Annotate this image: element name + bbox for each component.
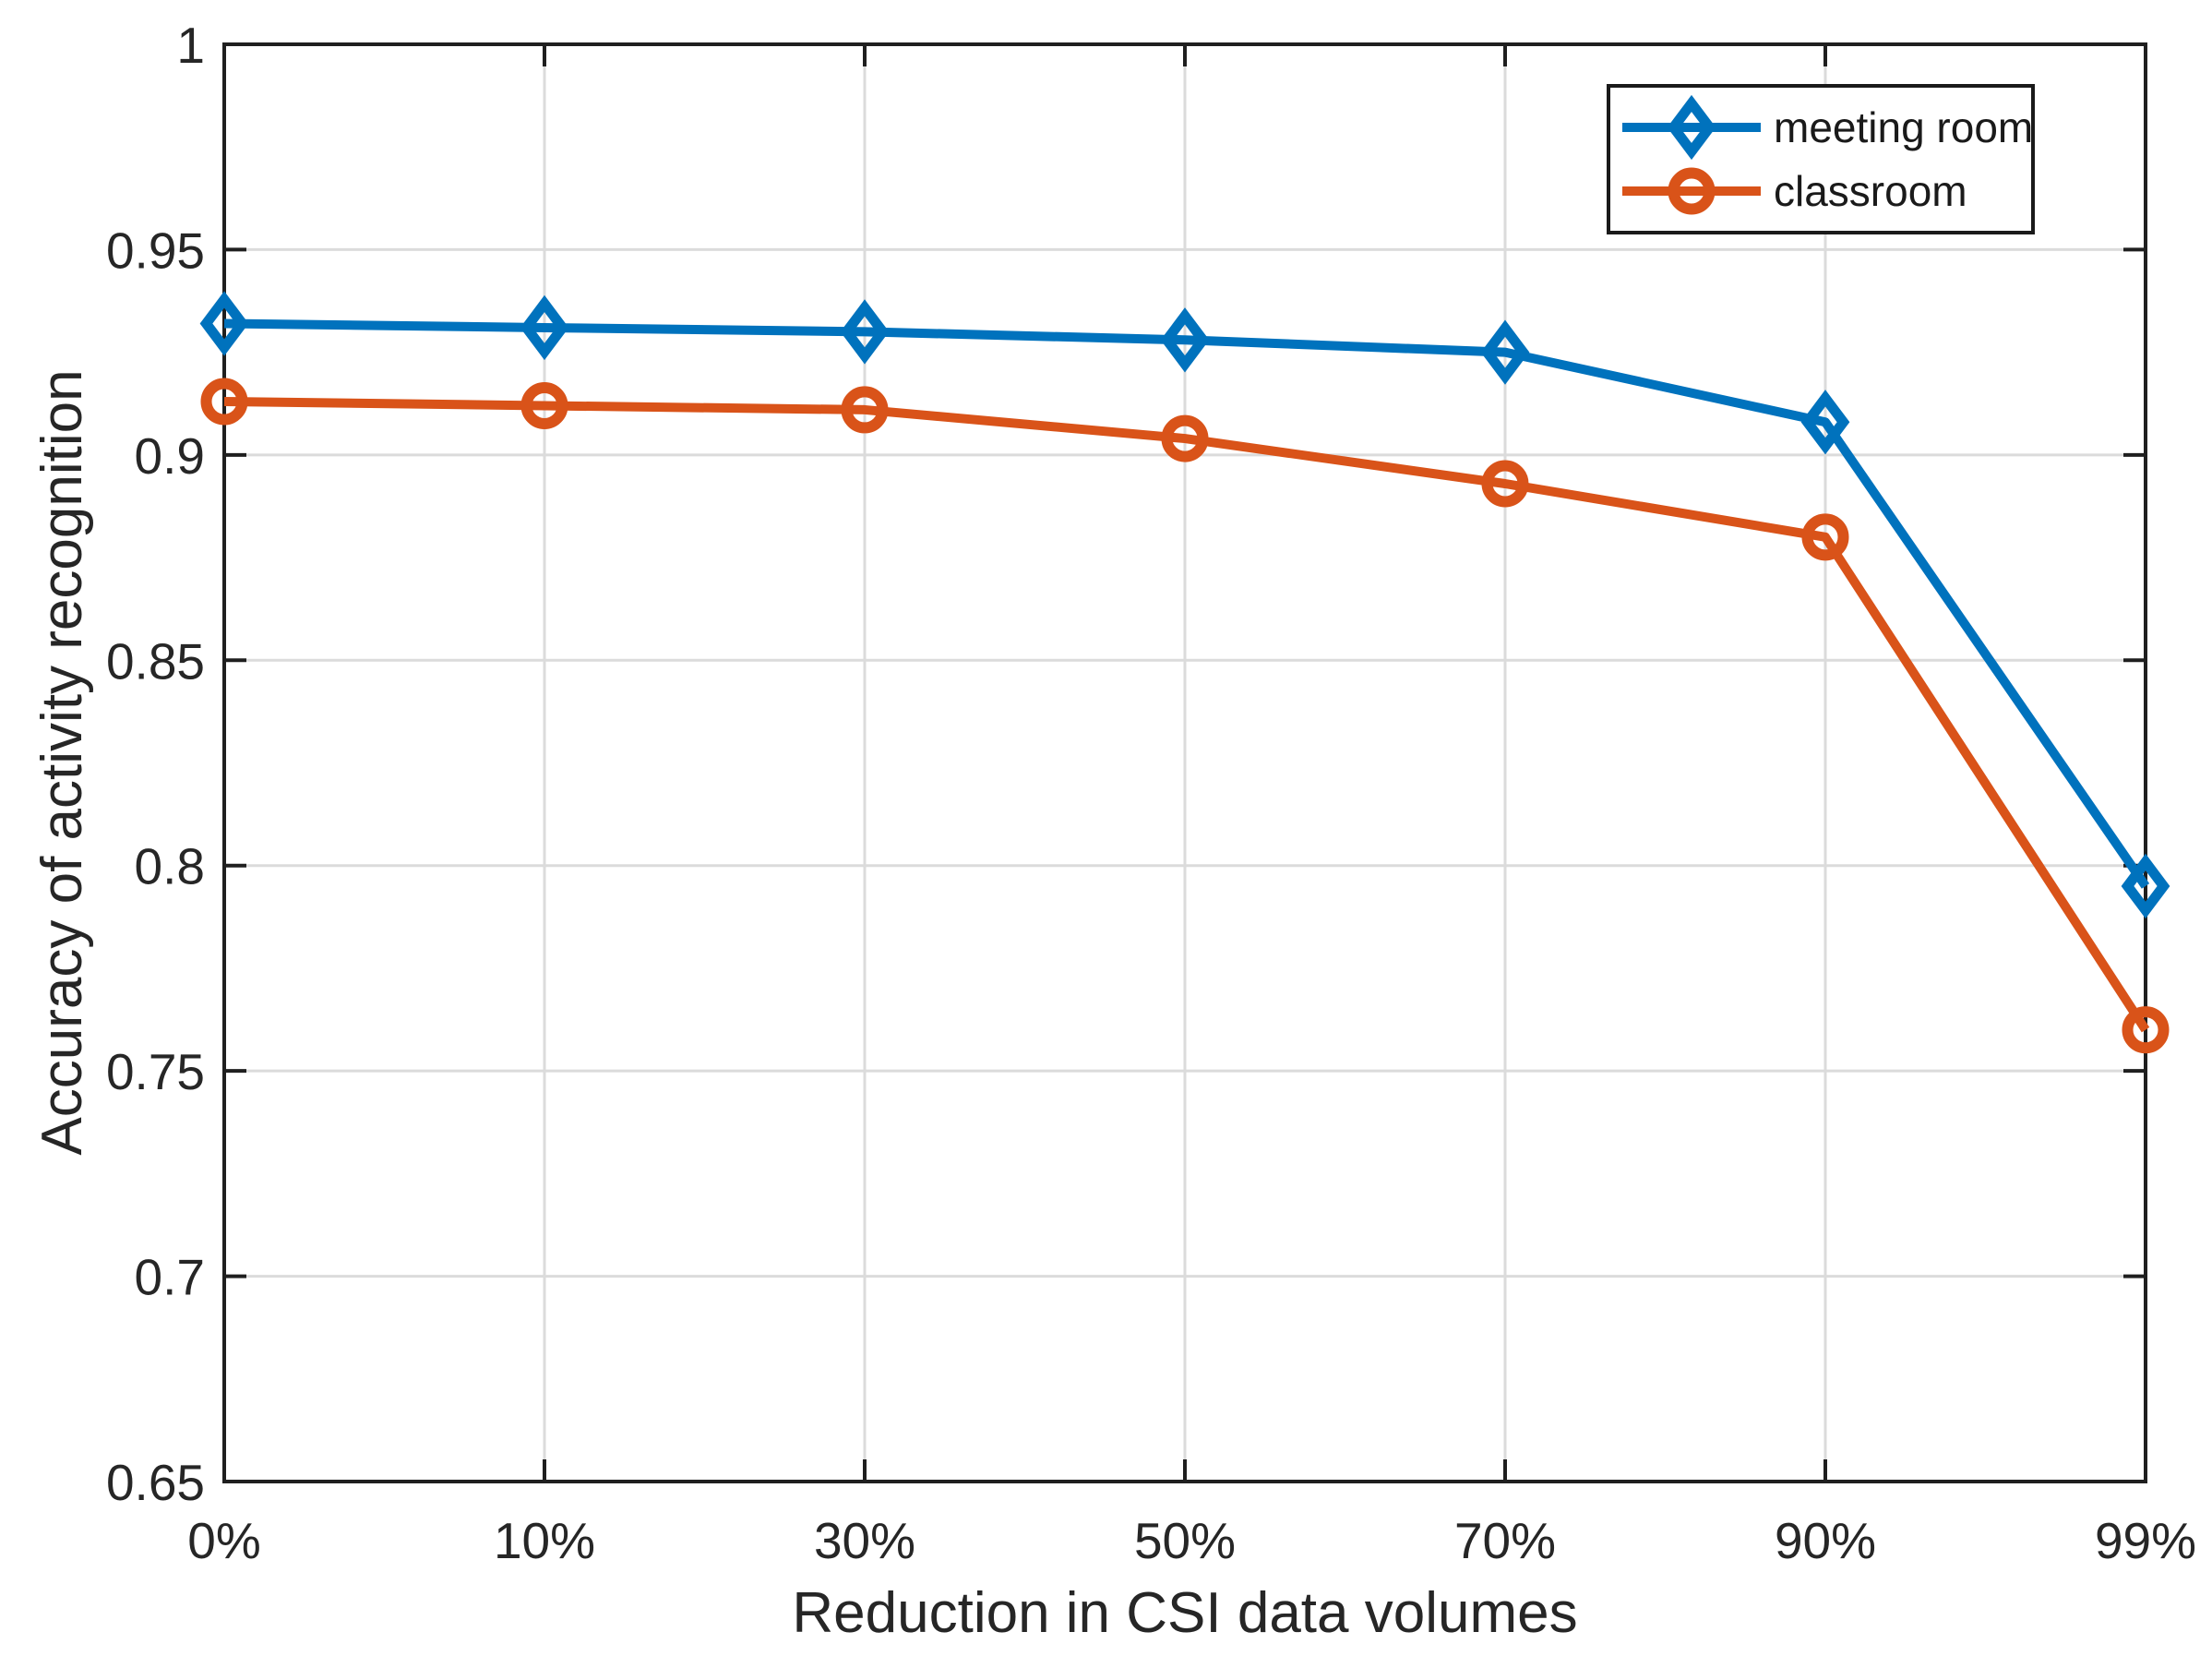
marker-diamond (199, 291, 249, 356)
legend: meeting room classroom (1607, 84, 2035, 234)
marker-circle (1481, 460, 1529, 508)
x-tick-label-2: 30% (814, 1512, 915, 1569)
legend-marker-circle (1668, 167, 1716, 215)
y-tick-label-4: 0.85 (106, 632, 205, 690)
grid-lines (222, 42, 2147, 1483)
x-tick-label-0: 0% (187, 1512, 261, 1569)
marker-circle (520, 381, 568, 429)
legend-marker-diamond (1667, 94, 1716, 161)
marker-diamond (1800, 390, 1850, 455)
x-tick-label-5: 90% (1775, 1512, 1876, 1569)
x-tick-label-1: 10% (494, 1512, 595, 1569)
y-tick-label-6: 0.95 (106, 222, 205, 279)
x-tick-label-6: 99% (2095, 1512, 2196, 1569)
y-tick-label-2: 0.75 (106, 1043, 205, 1100)
marker-circle (2122, 1006, 2170, 1054)
data-series (199, 291, 2170, 1054)
x-axis-label: Reduction in CSI data volumes (792, 1581, 1577, 1645)
tick-labels: 0% 10% 30% 50% 70% 90% 99% 0.65 0.7 0.75 0.8 0.85 0.… (106, 17, 2196, 1569)
marker-circle (1161, 414, 1209, 462)
marker-diamond (2121, 853, 2170, 919)
y-tick-label-5: 0.9 (135, 427, 205, 485)
marker-diamond (520, 294, 569, 361)
legend-label-0: meeting room (1774, 103, 2033, 151)
marker-circle (841, 386, 889, 434)
marker-diamond (840, 299, 890, 365)
y-tick-label-1: 0.7 (135, 1249, 205, 1306)
series-line-meeting-room (223, 318, 2150, 889)
x-tick-label-3: 50% (1134, 1512, 1236, 1569)
series-line-classroom (223, 397, 2150, 1033)
marker-circle (1801, 513, 1849, 561)
y-tick-label-0: 0.65 (106, 1454, 205, 1511)
marker-diamond (1480, 319, 1530, 385)
marker-diamond (1160, 307, 1210, 373)
y-axis-label: Accuracy of activity recognition (30, 369, 94, 1155)
marker-circle (200, 378, 248, 426)
y-tick-label-3: 0.8 (135, 838, 205, 895)
y-tick-label-7: 1 (176, 17, 205, 74)
legend-label-1: classroom (1774, 167, 1967, 215)
x-tick-label-4: 70% (1454, 1512, 1556, 1569)
